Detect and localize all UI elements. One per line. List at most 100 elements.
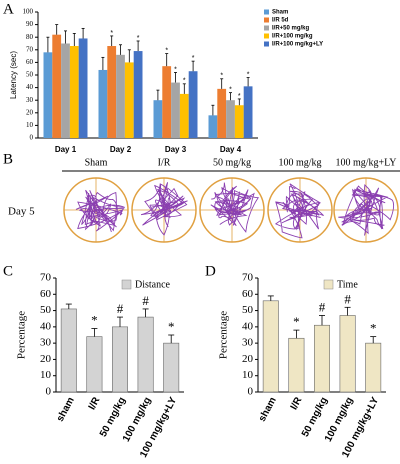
bar: [153, 100, 163, 138]
significance-mark: *: [110, 30, 113, 37]
bar: [52, 34, 62, 138]
legend-label: Sham: [272, 10, 288, 16]
legend-label: I/R+100 mg/kg+LY: [272, 42, 323, 48]
x-tick-label: Day 1: [55, 145, 77, 154]
group-label: 100 mg/kg: [278, 157, 321, 168]
bar: [61, 43, 70, 138]
panel-letter: B: [3, 151, 13, 167]
y-tick-label: 50: [242, 304, 254, 316]
bar: [78, 38, 88, 138]
bar: [234, 105, 244, 138]
bar: [69, 46, 79, 138]
group-label: 50 mg/kg: [213, 157, 251, 168]
bar: [137, 316, 154, 393]
legend-swatch: [264, 17, 269, 23]
significance-mark: *: [370, 321, 377, 336]
bar: [162, 66, 172, 138]
bar: [179, 93, 189, 138]
y-tick-label: 100: [23, 8, 34, 16]
y-tick-label: 80: [26, 33, 34, 41]
x-tick-label: Day 4: [220, 145, 242, 154]
bar: [133, 51, 143, 139]
y-tick-label: 0: [30, 134, 34, 142]
y-tick-label: 60: [242, 288, 254, 300]
panel-letter: A: [3, 1, 14, 17]
bar: [288, 337, 305, 393]
y-tick-label: 40: [242, 320, 254, 332]
y-tick-label: 70: [26, 45, 34, 53]
y-tick-label: 50: [26, 71, 34, 79]
y-tick-label: 50: [40, 304, 52, 316]
bar: [86, 336, 103, 393]
y-tick-label: 30: [26, 96, 34, 104]
bar: [112, 326, 128, 393]
y-tick-label: 90: [26, 20, 34, 28]
significance-mark: *: [91, 312, 98, 327]
significance-mark: *: [247, 71, 250, 78]
legend-swatch: [264, 9, 269, 15]
bar: [365, 342, 382, 393]
significance-mark: #: [344, 291, 351, 306]
bar: [314, 324, 330, 393]
swim-track: [274, 183, 324, 239]
legend-label: Time: [337, 279, 358, 290]
swim-track: [210, 182, 260, 233]
y-tick-label: 20: [26, 108, 34, 116]
legend-swatch: [264, 25, 269, 31]
bar: [107, 46, 117, 138]
bar: [163, 342, 180, 393]
legend-label: Distance: [135, 279, 171, 290]
significance-mark: *: [220, 73, 223, 80]
bar: [262, 300, 279, 393]
y-tick-label: 10: [26, 121, 34, 129]
y-tick-label: 60: [40, 288, 52, 300]
y-tick-label: 20: [40, 353, 52, 365]
bar: [243, 86, 253, 138]
y-tick-label: 10: [242, 369, 254, 381]
y-tick-label: 30: [40, 337, 52, 349]
bar: [226, 100, 235, 138]
y-tick-label: 60: [26, 58, 34, 66]
legend-swatch: [323, 279, 334, 290]
bar: [43, 52, 53, 138]
x-tick-label: sham: [257, 395, 279, 423]
y-axis-title: Percentage: [16, 311, 28, 359]
legend-label: I/R+50 mg/kg: [272, 26, 310, 32]
significance-mark: *: [293, 314, 300, 329]
bar: [124, 62, 134, 138]
bar: [208, 115, 218, 138]
group-label: 100 mg/kg+LY: [335, 157, 396, 168]
x-tick-label: Day 3: [165, 145, 187, 154]
y-axis-title: Percentage: [218, 311, 230, 359]
bar: [116, 54, 125, 139]
group-label: Sham: [85, 157, 108, 168]
significance-mark: *: [183, 78, 186, 85]
y-tick-label: 70: [242, 272, 254, 284]
swim-track: [75, 189, 125, 233]
bar: [60, 308, 77, 393]
legend-label: I/R 5d: [272, 18, 289, 24]
group-label: I/R: [158, 157, 171, 168]
significance-mark: *: [168, 319, 175, 334]
significance-mark: *: [192, 55, 195, 62]
y-tick-label: 10: [40, 369, 52, 381]
bar: [339, 315, 356, 393]
y-axis-title: Latency (sec): [9, 51, 18, 99]
bar: [188, 71, 198, 138]
significance-mark: #: [142, 293, 149, 308]
y-tick-label: 30: [242, 337, 254, 349]
panel-letter: C: [3, 263, 13, 279]
y-tick-label: 40: [40, 320, 52, 332]
significance-mark: #: [319, 299, 326, 314]
bar: [171, 82, 180, 138]
y-tick-label: 0: [248, 386, 254, 398]
y-tick-label: 70: [40, 272, 52, 284]
significance-mark: #: [117, 301, 124, 316]
x-tick-label: Day 2: [110, 145, 132, 154]
bar: [98, 69, 108, 138]
day-label: Day 5: [8, 206, 35, 218]
legend-label: I/R+100 mg/kg: [272, 34, 313, 40]
swim-track: [338, 184, 395, 236]
y-tick-label: 40: [26, 83, 34, 91]
